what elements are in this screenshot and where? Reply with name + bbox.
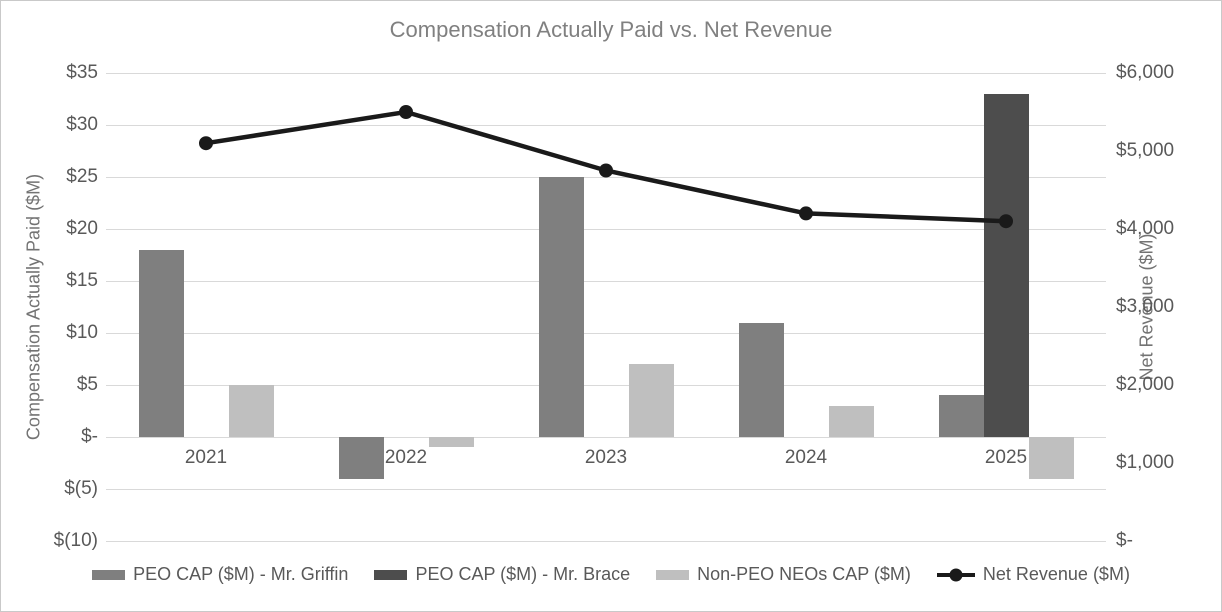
- y-tick-label-right: $4,000: [1116, 218, 1175, 239]
- line-marker: [599, 163, 613, 178]
- x-category-label: 2022: [384, 447, 428, 468]
- legend-item: PEO CAP ($M) - Mr. Griffin: [92, 564, 348, 585]
- net-revenue-line: [199, 105, 1013, 229]
- legend: PEO CAP ($M) - Mr. Griffin PEO CAP ($M) -…: [1, 564, 1221, 585]
- gridline: [106, 385, 1106, 386]
- y-tick-label-right: $2,000: [1116, 374, 1175, 395]
- legend-item: Non-PEO NEOs CAP ($M): [656, 564, 911, 585]
- y-tick-label-left: $5: [76, 374, 98, 395]
- bar: [628, 364, 674, 437]
- bar: [428, 437, 474, 448]
- legend-item: Net Revenue ($M): [936, 564, 1130, 585]
- y-tick-label-right: $1,000: [1116, 452, 1175, 473]
- bar: [828, 405, 874, 437]
- gridline: [106, 177, 1106, 178]
- legend-label: Non-PEO NEOs CAP ($M): [697, 564, 911, 584]
- bar: [338, 437, 384, 479]
- plot-area: $35 $30 $25 $20 $15 $10 $5 $- $(5) $(10) $6,000 $5,…: [54, 62, 1174, 551]
- chart-title: Compensation Actually Paid vs. Net Reven…: [389, 17, 833, 42]
- x-category-label: 2024: [784, 447, 828, 468]
- y-tick-label-left: $-: [81, 426, 98, 447]
- y-tick-label-left: $25: [66, 166, 98, 187]
- y-tick-label-left: $20: [66, 218, 98, 239]
- legend-line-glyph: [936, 568, 975, 581]
- gridline: [106, 73, 1106, 74]
- gridline: [106, 437, 1106, 438]
- x-category-label: 2023: [584, 447, 628, 468]
- bar: [228, 385, 274, 437]
- gridline: [106, 333, 1106, 334]
- x-category-label: 2021: [184, 447, 228, 468]
- gridline: [106, 125, 1106, 126]
- bar: [138, 249, 184, 437]
- y-tick-label-right: $3,000: [1116, 296, 1175, 317]
- legend-label: PEO CAP ($M) - Mr. Griffin: [133, 564, 349, 584]
- y-tick-label-left: $(10): [53, 530, 98, 551]
- gridline: [106, 229, 1106, 230]
- y-tick-label-left: $10: [66, 322, 98, 343]
- line-marker: [799, 206, 813, 221]
- legend-label: Net Revenue ($M): [982, 564, 1130, 584]
- gridline: [106, 541, 1106, 542]
- bar: [738, 322, 784, 437]
- bar: [938, 395, 984, 437]
- bar: [1028, 437, 1074, 479]
- line-marker: [199, 136, 213, 151]
- y-tick-label-left: $15: [66, 270, 98, 291]
- left-axis-title: Compensation Actually Paid ($M): [23, 173, 44, 441]
- legend-label: PEO CAP ($M) - Mr. Brace: [415, 564, 631, 584]
- y-tick-label-left: $(5): [64, 478, 98, 499]
- y-tick-label-right: $-: [1116, 530, 1133, 551]
- x-category-label: 2025: [984, 447, 1028, 468]
- legend-swatch: [92, 569, 126, 580]
- legend-item: PEO CAP ($M) - Mr. Brace: [374, 564, 630, 585]
- bar: [538, 177, 584, 437]
- y-tick-label-right: $5,000: [1116, 140, 1175, 161]
- legend-swatch: [656, 569, 690, 580]
- bar: [983, 93, 1029, 437]
- y-tick-label-left: $35: [66, 62, 98, 83]
- y-tick-label-left: $30: [66, 114, 98, 135]
- line-marker: [399, 105, 413, 119]
- gridline: [106, 489, 1106, 490]
- gridline: [106, 281, 1106, 282]
- y-tick-label-right: $6,000: [1116, 62, 1175, 83]
- legend-swatch: [374, 569, 408, 580]
